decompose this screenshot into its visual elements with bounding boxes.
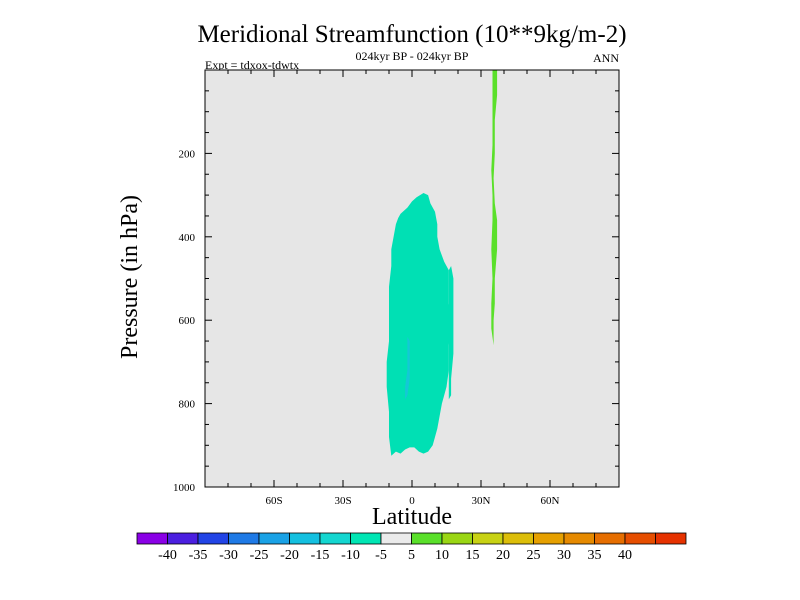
x-tick-label: 60N — [541, 495, 560, 507]
x-axis-ticks: 60S 30S 0 30N 60N — [265, 70, 560, 507]
colorbar-label: -20 — [280, 548, 299, 563]
colorbar-swatch — [136, 532, 168, 545]
colorbar-swatch — [533, 532, 565, 545]
x-tick-label: 30S — [334, 495, 351, 507]
y-tick-label: 400 — [179, 232, 196, 244]
x-tick-label: 30N — [472, 495, 491, 507]
colorbar-label: 5 — [408, 548, 415, 563]
colorbar-label: -5 — [375, 548, 387, 563]
y-axis-ticks: 200 400 600 800 1000 — [173, 148, 619, 494]
colorbar-swatch — [472, 532, 504, 545]
x-tick-label: 0 — [409, 495, 415, 507]
colorbar-swatch — [228, 532, 260, 545]
colorbar-label: 10 — [435, 548, 449, 563]
colorbar-label: 25 — [527, 548, 541, 563]
chart-subtitle-center: 024kyr BP - 024kyr BP — [356, 49, 469, 63]
colorbar-label: 20 — [496, 548, 510, 563]
y-tick-label: 1000 — [173, 482, 196, 494]
colorbar-label: -15 — [311, 548, 330, 563]
chart-subtitle-left: Expt = tdxox-tdwtx — [205, 58, 299, 72]
colorbar-swatch — [563, 532, 595, 545]
colorbar-swatch — [350, 532, 382, 545]
colorbar-swatch — [441, 532, 473, 545]
x-axis-title: Latitude — [372, 504, 452, 530]
colorbar-label: -10 — [341, 548, 360, 563]
colorbar-swatch — [594, 532, 626, 545]
y-tick-label: 200 — [179, 148, 196, 160]
colorbar-swatch — [289, 532, 321, 545]
colorbar-swatch — [502, 532, 534, 545]
chart-subtitle-right: ANN — [593, 51, 619, 65]
contour-regions — [386, 70, 498, 456]
colorbar-swatch — [380, 532, 412, 545]
colorbar-swatch — [319, 532, 351, 545]
colorbar-label: -30 — [219, 548, 238, 563]
contour-negative-cell — [386, 193, 452, 456]
y-axis-title: Pressure (in hPa) — [117, 195, 143, 359]
minor-ticks — [205, 70, 619, 487]
contour-positive-streak — [491, 70, 498, 346]
colorbar-label: 40 — [618, 548, 632, 563]
colorbar: -40 -35 -30 -25 -20 -15 -10 -5 5 10 15 20 25 30 35 40 — [136, 532, 687, 563]
colorbar-swatch — [197, 532, 229, 545]
colorbar-swatch — [258, 532, 290, 545]
colorbar-swatch — [655, 532, 687, 545]
colorbar-swatch — [624, 532, 656, 545]
colorbar-label: 15 — [466, 548, 480, 563]
colorbar-label: 35 — [588, 548, 602, 563]
colorbar-swatch — [167, 532, 199, 545]
colorbar-label: -35 — [189, 548, 208, 563]
chart-title: Meridional Streamfunction (10**9kg/m-2) — [197, 21, 626, 48]
colorbar-label: -40 — [158, 548, 177, 563]
contour-negative-core — [405, 336, 410, 400]
y-tick-label: 800 — [179, 399, 196, 411]
y-tick-label: 600 — [179, 315, 196, 327]
colorbar-label: -25 — [250, 548, 269, 563]
colorbar-swatch — [411, 532, 443, 545]
contour-negative-sliver — [448, 266, 454, 400]
x-tick-label: 60S — [265, 495, 282, 507]
colorbar-label: 30 — [557, 548, 571, 563]
